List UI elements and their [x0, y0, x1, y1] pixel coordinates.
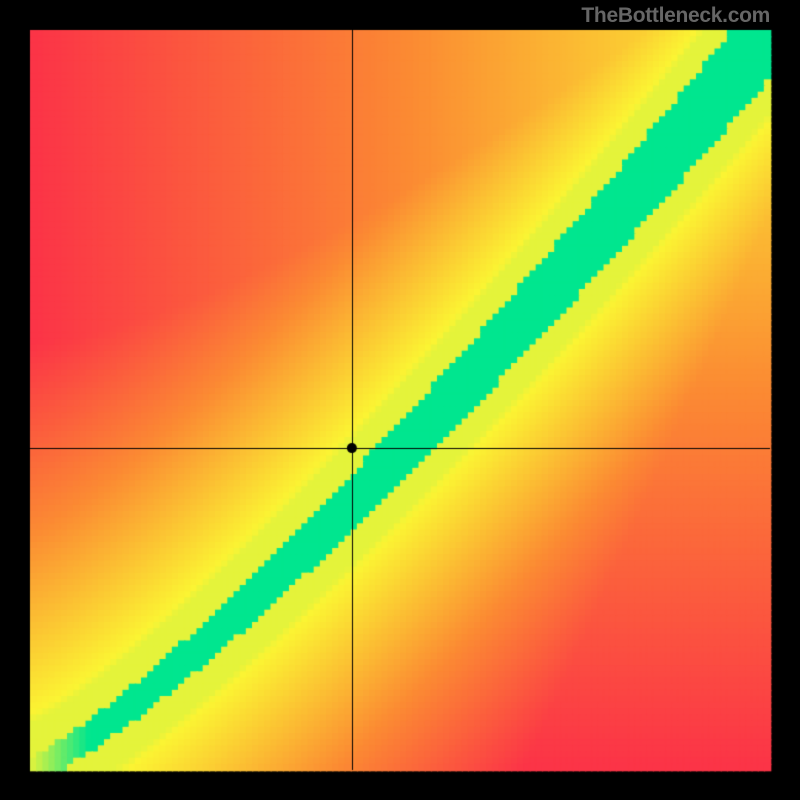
- bottleneck-heatmap-canvas: [0, 0, 800, 800]
- chart-frame: TheBottleneck.com: [0, 0, 800, 800]
- attribution-label: TheBottleneck.com: [581, 4, 770, 28]
